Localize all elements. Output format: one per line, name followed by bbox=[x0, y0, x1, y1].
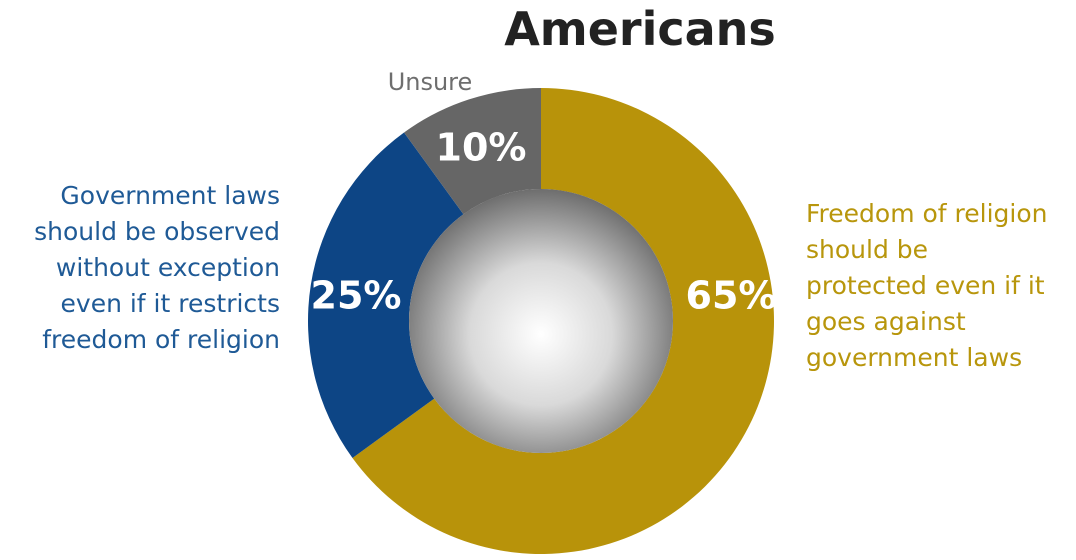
slice bbox=[404, 88, 541, 215]
slice bbox=[308, 132, 464, 458]
chart-title: Americans bbox=[504, 2, 776, 56]
category-label: Government laws should be observed witho… bbox=[34, 181, 280, 354]
category-label: Freedom of religion should be protected … bbox=[806, 199, 1048, 372]
slice bbox=[352, 88, 774, 555]
value-label: 65% bbox=[686, 274, 777, 318]
center-image bbox=[409, 189, 673, 453]
value-label: 10% bbox=[436, 126, 527, 170]
category-label: Unsure bbox=[387, 68, 473, 96]
slices bbox=[308, 88, 774, 555]
value-label: 25% bbox=[311, 274, 402, 318]
value-labels: 65% 25% 10% bbox=[311, 126, 777, 318]
